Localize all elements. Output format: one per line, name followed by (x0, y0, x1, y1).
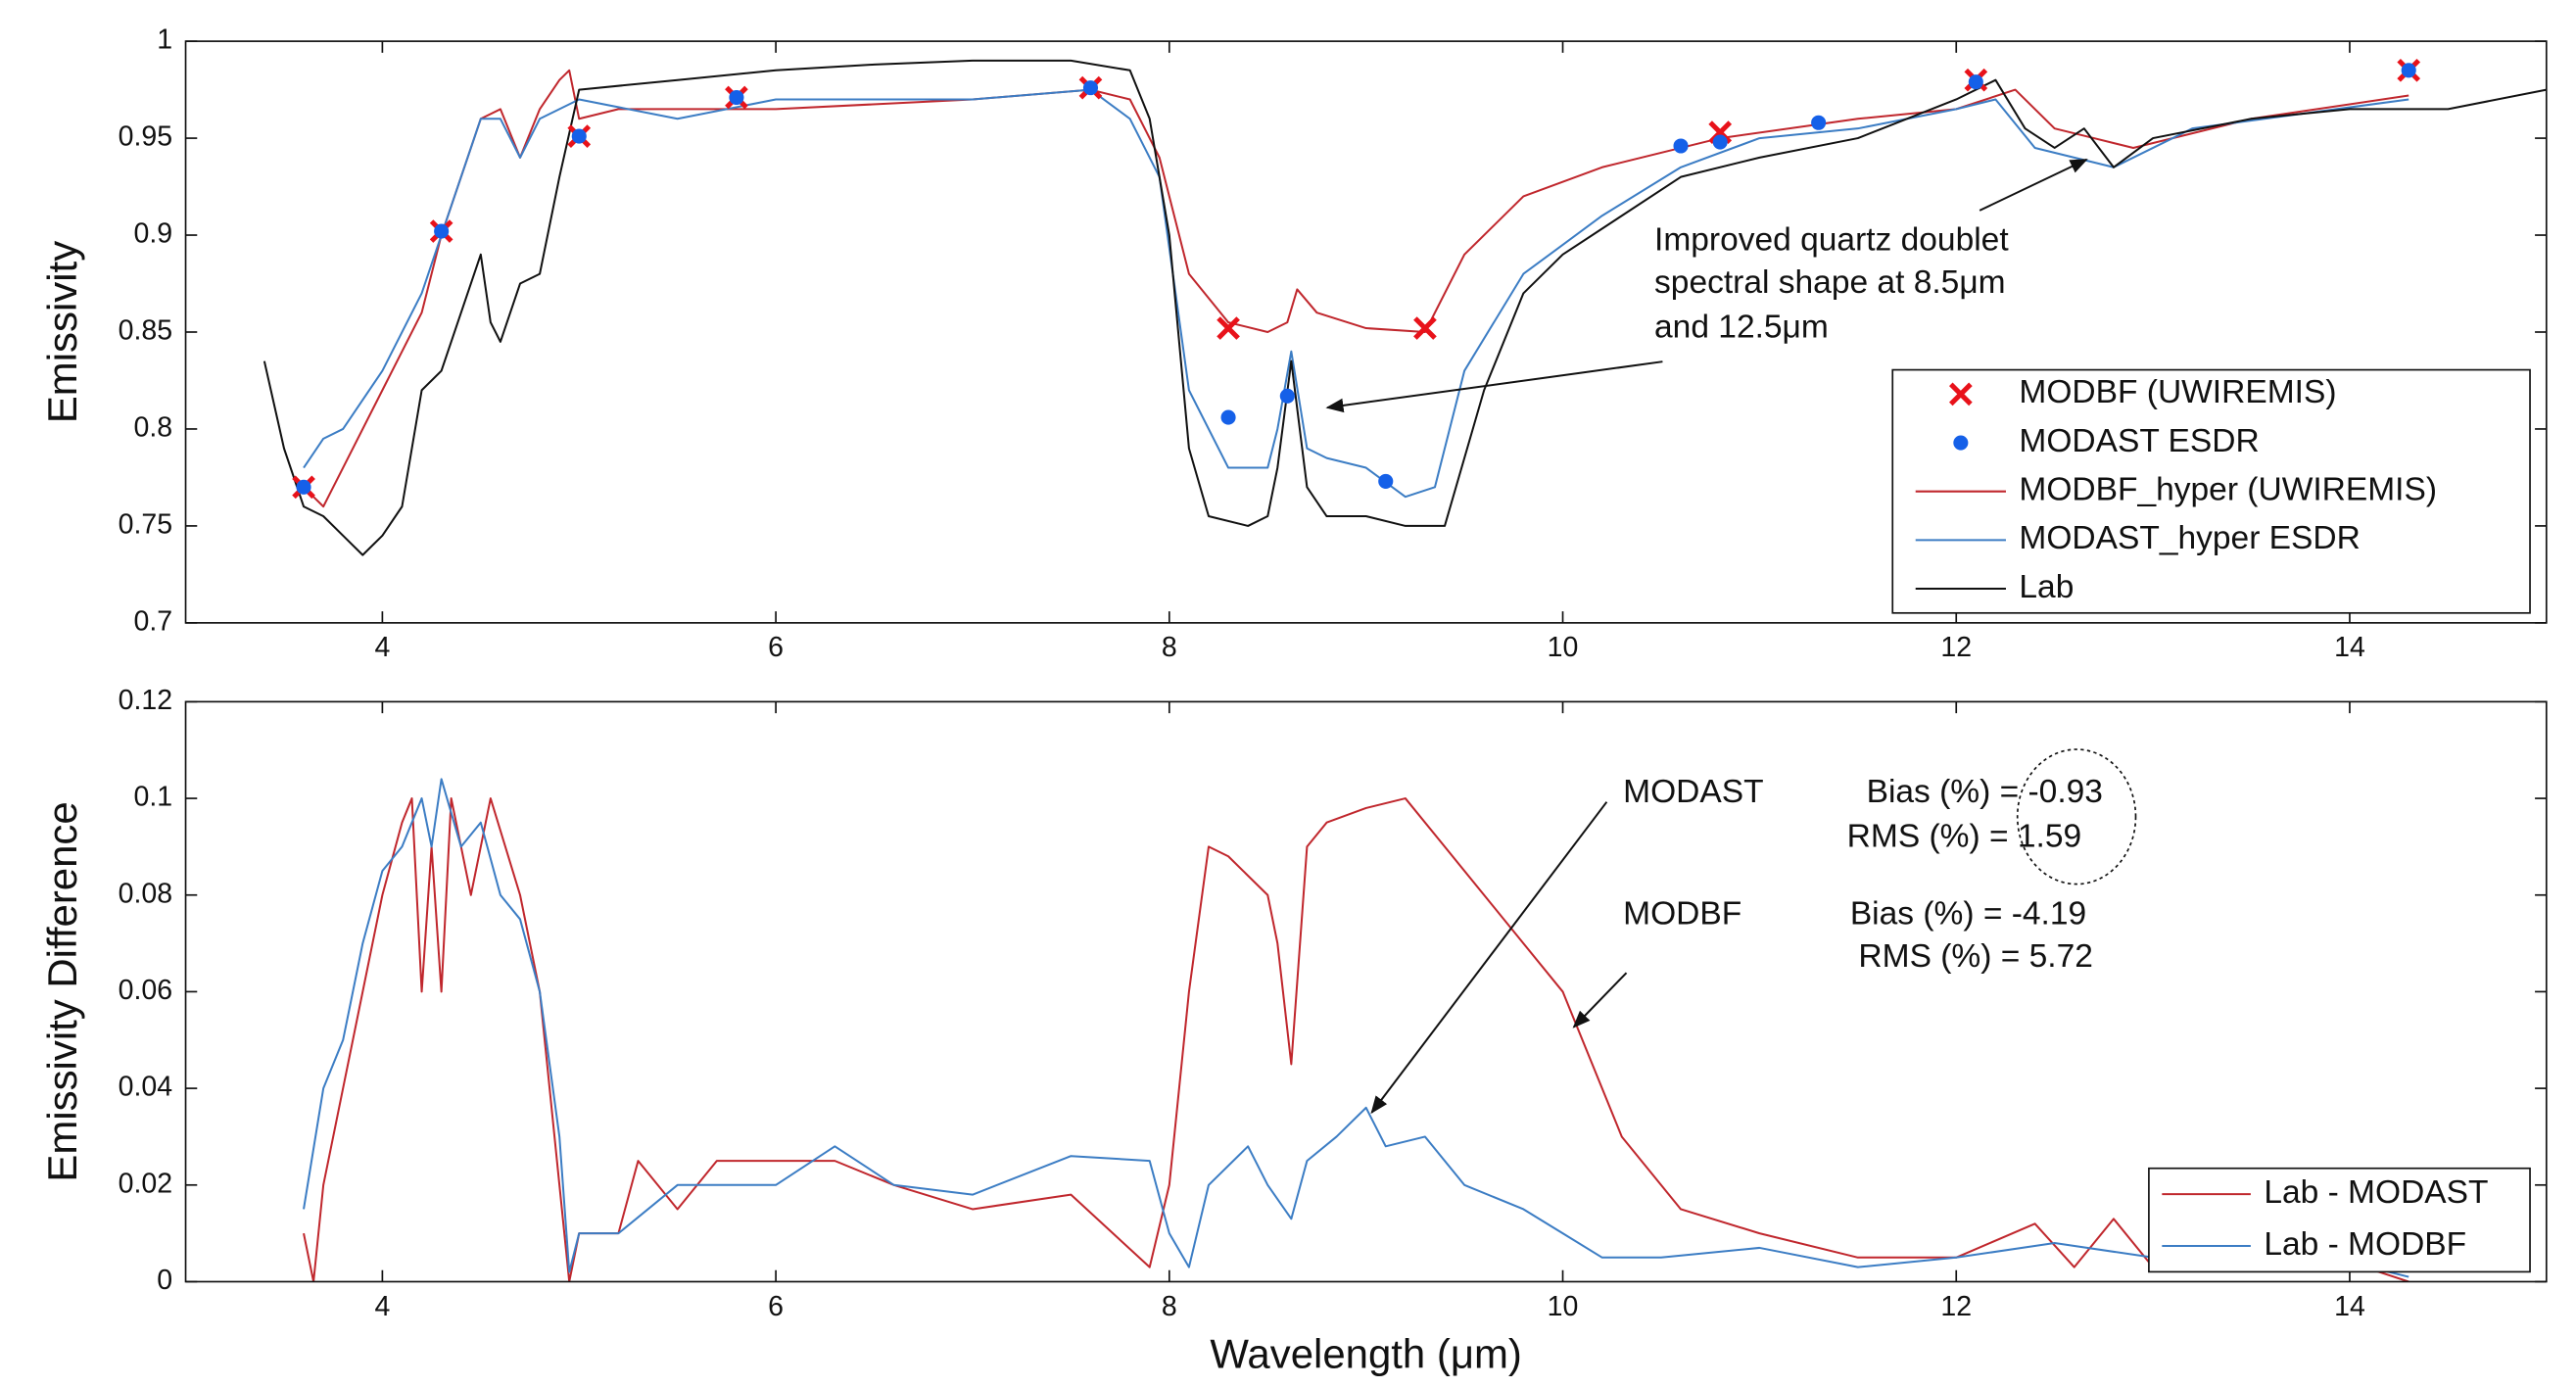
dot-marker (1220, 409, 1236, 425)
legend-label: MODAST_hyper ESDR (2019, 520, 2360, 556)
arrow (1572, 972, 1628, 1028)
dot-marker (729, 89, 744, 106)
annotation: spectral shape at 8.5μm (1654, 264, 2006, 301)
x-tick-label: 6 (768, 1291, 784, 1322)
x-marker (1413, 316, 1437, 340)
series-line (303, 797, 2409, 1282)
x-tick-label: 8 (1162, 1291, 1177, 1322)
arrow (1325, 360, 1663, 413)
annotation: Bias (%) = -4.19 (1850, 895, 2086, 932)
y-tick-label: 0.02 (119, 1168, 172, 1199)
dot-marker (2401, 63, 2416, 78)
dot-marker (1378, 473, 1394, 489)
x-tick-label: 8 (1162, 632, 1177, 663)
series-line (303, 778, 2409, 1278)
legend-box (2148, 1167, 2531, 1273)
legend-label: MODAST ESDR (2019, 423, 2259, 459)
annotation: MODAST (1623, 774, 1763, 810)
y-tick-label: 0.1 (133, 782, 172, 813)
arrow (1979, 158, 2088, 212)
x-tick-label: 6 (768, 632, 784, 663)
legend-label: Lab (2019, 569, 2074, 605)
arrow (1370, 801, 1608, 1115)
annotation: RMS (%) = 1.59 (1847, 818, 2081, 854)
series-line (303, 69, 2409, 508)
dot-marker (1968, 74, 1983, 90)
legend-label: Lab - MODAST (2264, 1174, 2488, 1211)
axes-frame (184, 40, 2548, 624)
legend-label: Lab - MODBF (2264, 1226, 2466, 1263)
annotation: Bias (%) = -0.93 (1867, 774, 2103, 810)
y-tick-label: 0.06 (119, 975, 172, 1006)
x-tick-label: 4 (374, 1291, 390, 1322)
y-tick-label: 0 (157, 1265, 172, 1296)
x-tick-label: 14 (2334, 632, 2365, 663)
legend-swatch (1953, 435, 1969, 451)
dot-marker (434, 223, 450, 239)
annotation: and 12.5μm (1654, 309, 1829, 345)
annotation: Improved quartz doublet (1654, 222, 2009, 259)
x-tick-label: 10 (1548, 1291, 1579, 1322)
y-tick-label: 0.75 (119, 508, 172, 540)
dot-marker (1673, 138, 1689, 154)
y-tick-label: 0.08 (119, 878, 172, 909)
series-line (262, 59, 2547, 556)
series-group (303, 778, 2409, 1282)
legend-swatch (1949, 382, 1973, 407)
y-tick-label: 0.85 (119, 315, 172, 347)
highlight-ellipse (2016, 748, 2137, 885)
x-tick-label: 12 (1940, 632, 1972, 663)
x-tick-label: 4 (374, 632, 390, 663)
x-tick-label: 12 (1940, 1291, 1972, 1322)
dot-marker (571, 128, 587, 144)
series-group (262, 58, 2547, 556)
annotation: RMS (%) = 5.72 (1858, 938, 2092, 975)
dot-marker (1811, 115, 1827, 130)
dot-marker (296, 479, 311, 495)
annotation: MODBF (1623, 895, 1741, 932)
y-tick-label: 0.8 (133, 411, 172, 443)
y-tick-label: 0.9 (133, 218, 172, 250)
dot-marker (1082, 80, 1099, 96)
y-axis-label: Emissivity Difference (39, 801, 85, 1181)
dot-marker (1279, 388, 1295, 404)
x-marker (1216, 316, 1240, 340)
y-tick-label: 0.7 (133, 605, 172, 637)
x-tick-label: 10 (1548, 632, 1579, 663)
x-tick-label: 14 (2334, 1291, 2365, 1322)
y-tick-label: 0.95 (119, 121, 172, 153)
dot-marker (1712, 134, 1728, 150)
y-axis-label: Emissivity (39, 241, 85, 423)
legend-label: MODBF_hyper (UWIREMIS) (2019, 472, 2437, 508)
plots: 4 6 8 10 12 14 0.7 0.75 0.8 0.85 0.9 0.95 1 Emissivit… (39, 24, 2548, 1377)
y-tick-label: 1 (157, 24, 172, 56)
x-axis-label: Wavelength (μm) (1210, 1331, 1521, 1377)
axes-frame (184, 700, 2548, 1283)
y-tick-label: 0.12 (119, 685, 172, 716)
legend-label: MODBF (UWIREMIS) (2019, 374, 2336, 410)
y-tick-label: 0.04 (119, 1072, 173, 1103)
